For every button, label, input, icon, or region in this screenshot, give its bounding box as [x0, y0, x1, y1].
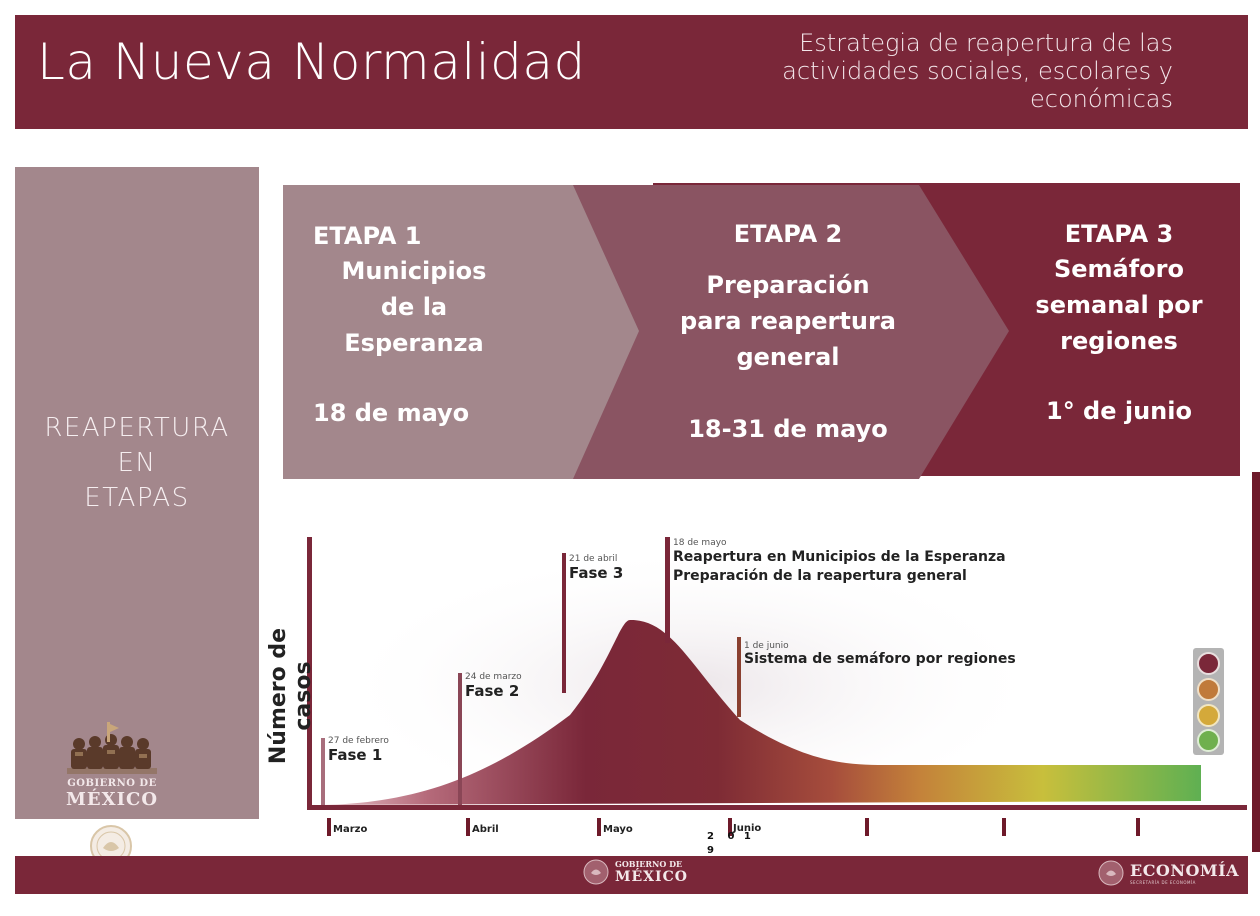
footer-gob-line2: MÉXICO: [615, 869, 688, 885]
annotation-jun1: 1 de junio Sistema de semáforo por regio…: [744, 641, 1016, 667]
cases-curve: [322, 619, 1201, 805]
annotation-fase1: 27 de febrero Fase 1: [328, 736, 389, 764]
x-ticks: [327, 818, 1140, 836]
cases-chart: Número de casos 27 de febrero Fase 1 24 …: [266, 525, 1250, 856]
subtitle-line: económicas: [1030, 85, 1173, 113]
footer-gobierno-logo: GOBIERNO DE MÉXICO: [583, 859, 688, 885]
stage-date: 1° de junio: [1046, 397, 1192, 425]
annotation-label: Sistema de semáforo por regiones: [744, 651, 1016, 667]
annotation-may18: 18 de mayo Reapertura en Municipios de l…: [673, 538, 1006, 586]
traffic-light-icon: [1193, 648, 1224, 755]
stage-3: ETAPA 3 Semáforo semanal por regiones 1°…: [1006, 183, 1232, 479]
light-orange: [1197, 678, 1220, 701]
stage-description: Preparación para reapertura general: [680, 267, 896, 375]
x-axis: [307, 805, 1247, 810]
stage-number: ETAPA 2: [733, 220, 843, 248]
desc-line: general: [736, 343, 840, 371]
header-banner: La Nueva Normalidad Estrategia de reaper…: [15, 15, 1248, 129]
stage-2: ETAPA 2 Preparación para reapertura gene…: [651, 183, 925, 479]
digit: 1: [743, 831, 751, 842]
seal-icon: [583, 859, 609, 885]
stage-description: Municipios de la Esperanza: [342, 253, 487, 361]
annotation-date: 1 de junio: [744, 641, 789, 651]
fase3-marker: [562, 553, 566, 693]
footer-economia-text: ECONOMÍA: [1130, 860, 1240, 880]
label-line: ETAPAS: [84, 483, 190, 513]
footer-economia-sub: SECRETARÍA DE ECONOMÍA: [1130, 879, 1196, 885]
page-subtitle: Estrategia de reapertura de las activida…: [653, 29, 1173, 113]
annotation-label: Fase 3: [569, 564, 624, 582]
digit: 0: [727, 831, 735, 842]
annotation-label: Reapertura en Municipios de la Esperanza: [673, 549, 1006, 565]
x-tick-label: Junio: [733, 823, 762, 834]
annotation-label: Fase 2: [465, 682, 520, 700]
desc-line: de la: [380, 293, 448, 321]
x-tick-label: Marzo: [333, 824, 368, 835]
stages-background: [283, 183, 1240, 479]
y-axis-label: Número de casos: [266, 627, 316, 765]
left-panel: REAPERTURA EN ETAPAS GOBIERNO DE MÉXICO: [15, 167, 259, 819]
logo-line2: MÉXICO: [65, 789, 159, 810]
desc-line: Esperanza: [344, 329, 484, 357]
chart-svg: [307, 537, 1247, 836]
desc-line: Municipios: [341, 257, 487, 285]
digit: 2: [707, 831, 714, 842]
stage-description: Semáforo semanal por regiones: [1035, 251, 1202, 359]
subtitle-line: actividades sociales, escolares y: [782, 57, 1173, 85]
x-tick-label: Mayo: [603, 824, 633, 835]
annotation-label: Fase 1: [328, 746, 383, 764]
stage-date: 18-31 de mayo: [688, 415, 888, 443]
annotation-fase3: 21 de abril Fase 3: [569, 554, 623, 582]
subtitle-line: Estrategia de reapertura de las: [799, 29, 1173, 57]
digit: 9: [707, 845, 714, 856]
light-red: [1197, 652, 1220, 675]
label-line: EN: [117, 448, 157, 478]
footer-gob-line1: GOBIERNO DE: [615, 859, 683, 869]
logo-line1: GOBIERNO DE: [67, 778, 157, 789]
page-title: La Nueva Normalidad: [37, 33, 586, 91]
annotation-date: 27 de febrero: [328, 736, 389, 746]
gobierno-logo: GOBIERNO DE MÉXICO: [60, 722, 164, 810]
annotation-fase2: 24 de marzo Fase 2: [465, 672, 522, 700]
annotation-date: 24 de marzo: [465, 672, 522, 682]
year-digits: 2 0 1: [707, 831, 751, 842]
desc-line: regiones: [1060, 327, 1178, 355]
right-edge-rule: [1252, 472, 1260, 852]
footer-banner: GOBIERNO DE MÉXICO ECONOMÍA SECRETARÍA D…: [15, 856, 1248, 894]
fase1-marker: [321, 738, 325, 805]
may18-marker: [665, 537, 670, 643]
fase2-marker: [458, 673, 462, 805]
seal-icon: [1098, 860, 1124, 886]
annotation-date: 18 de mayo: [673, 538, 727, 548]
annotation-label: Preparación de la reapertura general: [673, 568, 967, 584]
x-tick-label: Abril: [472, 824, 499, 835]
desc-line: semanal por: [1035, 291, 1203, 319]
label-line: REAPERTURA: [44, 413, 230, 443]
desc-line: Semáforo: [1053, 255, 1184, 283]
heroes-figures-icon: [67, 722, 157, 774]
stage-date: 18 de mayo: [313, 399, 470, 427]
stages-flow: ETAPA 1 Municipios de la Esperanza 18 de…: [283, 183, 1240, 479]
light-green: [1197, 729, 1220, 752]
annotation-date: 21 de abril: [569, 554, 618, 564]
light-yellow: [1197, 704, 1220, 727]
stage-number: ETAPA 1: [313, 222, 422, 250]
desc-line: Preparación: [706, 271, 870, 299]
desc-line: para reapertura: [680, 307, 896, 335]
footer-economia-logo: ECONOMÍA SECRETARÍA DE ECONOMÍA: [1098, 860, 1239, 886]
y-axis: [307, 537, 312, 809]
jun1-marker: [737, 637, 741, 717]
reapertura-label: REAPERTURA EN ETAPAS: [15, 411, 259, 516]
stage-number: ETAPA 3: [1064, 220, 1174, 248]
stage-1: ETAPA 1 Municipios de la Esperanza 18 de…: [299, 183, 529, 479]
